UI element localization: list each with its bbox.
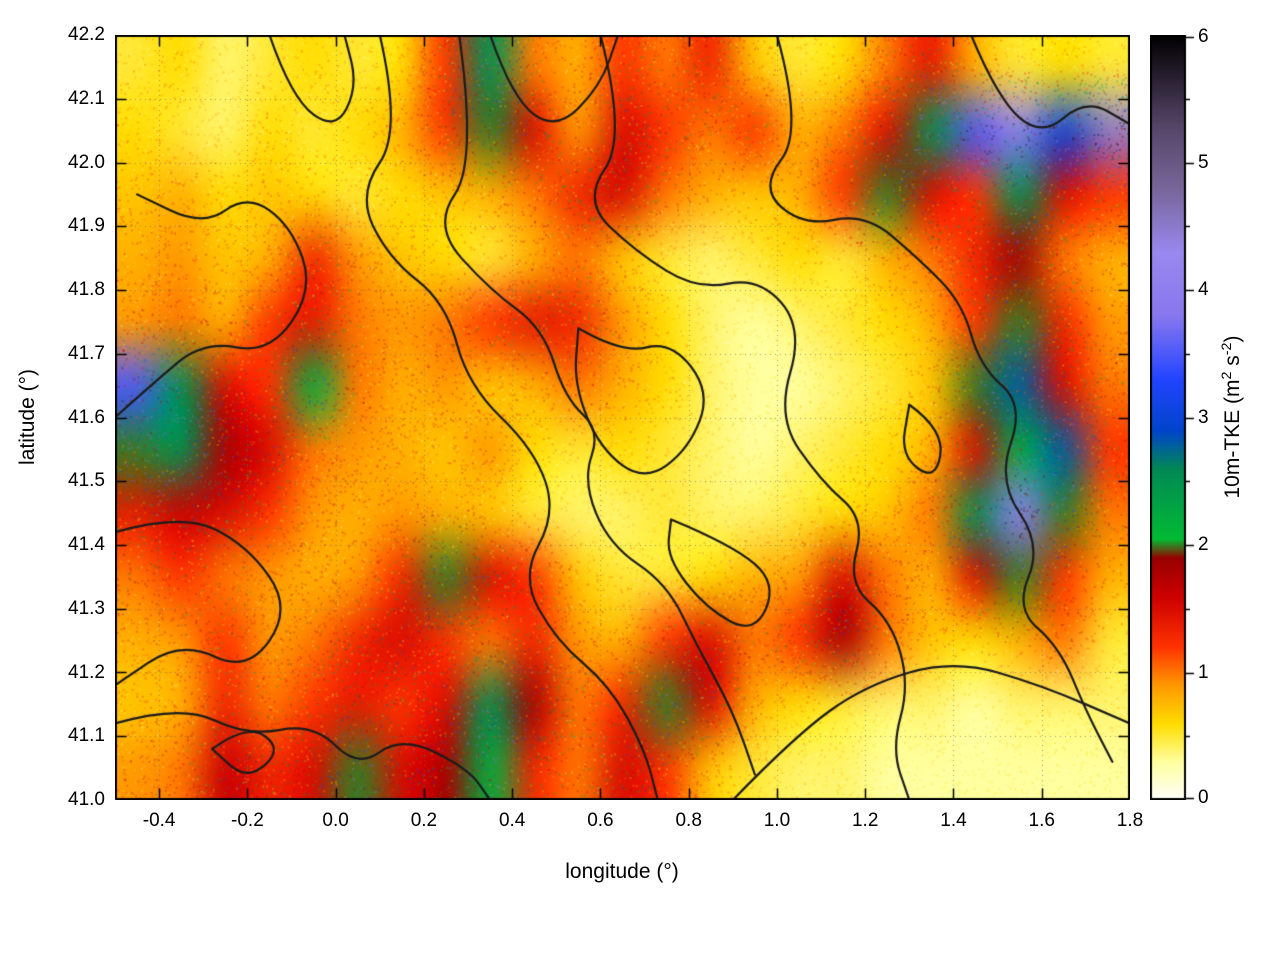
y-tick-label: 42.2 <box>68 24 105 45</box>
heatmap-canvas <box>115 35 1130 800</box>
x-tick-label: 1.8 <box>1116 810 1144 831</box>
y-axis-label: latitude (°) <box>16 369 39 465</box>
colorbar <box>1150 35 1196 800</box>
colorbar-tick-label: 0 <box>1198 787 1209 808</box>
colorbar-tick-label: 5 <box>1198 151 1209 173</box>
y-tick-label: 41.4 <box>68 534 105 555</box>
colorbar-tick-label: 2 <box>1198 534 1209 555</box>
y-tick-label: 41.3 <box>68 597 105 619</box>
y-tick-label: 41.5 <box>68 470 105 492</box>
x-tick-label: 1.2 <box>851 810 879 831</box>
colorbar-label-sup1: 2 <box>1219 371 1235 380</box>
x-tick-label: 0.8 <box>675 810 702 831</box>
colorbar-tick-label: 3 <box>1198 406 1209 428</box>
x-tick-label: 1.4 <box>940 810 967 831</box>
colorbar-label-pre: 10m-TKE (m <box>1221 379 1244 499</box>
colorbar-label-post: ) <box>1221 335 1244 343</box>
x-tick-label: 0.0 <box>322 810 349 831</box>
colorbar-tick-label: 1 <box>1198 661 1209 683</box>
x-tick-label: 1.0 <box>763 810 791 831</box>
y-tick-label: 41.9 <box>68 215 105 237</box>
y-tick-label: 41.1 <box>68 725 105 747</box>
y-tick-label: 41.0 <box>68 789 105 810</box>
y-tick-label: 41.8 <box>68 279 105 300</box>
x-tick-label: 0.4 <box>498 810 526 831</box>
y-tick-label: 42.1 <box>68 87 105 109</box>
x-tick-label: 1.6 <box>1028 810 1055 831</box>
colorbar-label-sup2: -2 <box>1219 342 1235 356</box>
y-tick-label: 41.7 <box>68 342 105 364</box>
colorbar-tick-label: 4 <box>1198 279 1209 300</box>
x-tick-label: 0.2 <box>410 810 438 831</box>
colorbar-label-mid: s <box>1221 355 1244 372</box>
y-tick-label: 41.6 <box>68 406 105 428</box>
colorbar-tick-label: 6 <box>1198 26 1209 47</box>
x-tick-label: -0.4 <box>142 810 176 831</box>
x-axis-label: longitude (°) <box>565 860 679 883</box>
x-tick-label: 0.6 <box>587 810 614 831</box>
colorbar-label: 10m-TKE (m2 s-2) <box>1219 336 1245 499</box>
y-tick-label: 41.2 <box>68 661 105 683</box>
x-tick-label: -0.2 <box>231 810 264 831</box>
y-tick-label: 42.0 <box>68 151 105 173</box>
